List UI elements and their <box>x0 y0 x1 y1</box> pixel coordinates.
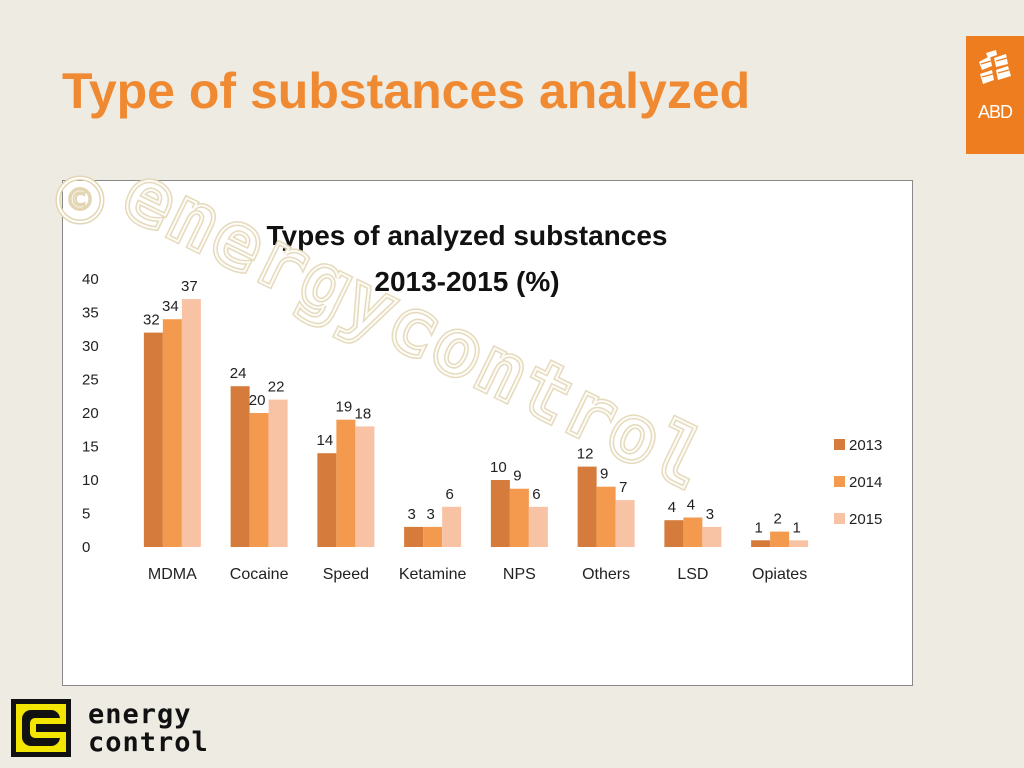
bar-2014 <box>770 531 790 547</box>
bar-2015 <box>181 299 201 547</box>
bar-2014 <box>336 419 356 547</box>
bar-2014 <box>596 486 616 547</box>
bar-2013 <box>577 466 597 547</box>
bar-2015 <box>442 506 462 547</box>
legend-label: 2015 <box>849 511 882 528</box>
data-label: 3 <box>426 506 434 523</box>
legend-label: 2013 <box>849 437 882 454</box>
data-label: 12 <box>577 446 594 463</box>
bar-2013 <box>664 520 684 547</box>
y-tick-label: 25 <box>82 372 99 389</box>
abd-logo-icon <box>979 50 1011 84</box>
x-tick-label: Speed <box>323 566 369 583</box>
bar-2014 <box>249 413 269 547</box>
bar-2014 <box>423 526 443 547</box>
y-tick-label: 15 <box>82 439 99 456</box>
bar-2014 <box>509 488 529 547</box>
data-label: 4 <box>668 499 676 516</box>
data-label: 34 <box>162 298 179 315</box>
data-label: 20 <box>249 392 266 409</box>
energy-control-logo: energy control <box>10 696 260 762</box>
y-tick-label: 35 <box>82 305 99 322</box>
data-label: 1 <box>792 519 800 536</box>
chart-subtitle: 2013-2015 (%) <box>374 266 559 297</box>
y-tick-label: 5 <box>82 506 90 523</box>
bar-2013 <box>404 526 424 547</box>
bar-2015 <box>702 526 722 547</box>
bar-chart: Types of analyzed substances 2013-2015 (%… <box>82 220 882 583</box>
x-tick-label: Others <box>582 566 630 583</box>
y-tick-label: 30 <box>82 338 99 355</box>
legend-swatch <box>834 513 845 524</box>
data-label: 9 <box>600 466 608 483</box>
bar-2015 <box>615 500 635 547</box>
data-label: 22 <box>268 379 285 396</box>
bar-2015 <box>268 399 288 547</box>
y-tick-label: 10 <box>82 472 99 489</box>
legend-label: 2014 <box>849 474 882 491</box>
y-tick-label: 0 <box>82 539 90 556</box>
bar-2013 <box>143 332 163 547</box>
data-label: 32 <box>143 312 160 329</box>
data-label: 7 <box>619 479 627 496</box>
x-tick-label: MDMA <box>148 566 197 583</box>
y-tick-label: 40 <box>82 271 99 288</box>
data-label: 10 <box>490 459 507 476</box>
data-label: 4 <box>687 497 695 514</box>
slide-title: Type of substances analyzed <box>62 63 751 119</box>
chart-frame: Types of analyzed substances 2013-2015 (%… <box>62 180 913 686</box>
bar-2015 <box>528 506 548 547</box>
energy-control-wordmark: energy control <box>88 701 209 757</box>
bar-2013 <box>751 540 771 547</box>
x-tick-label: Cocaine <box>230 566 289 583</box>
data-label: 19 <box>336 399 353 416</box>
x-tick-label: Opiates <box>752 566 807 583</box>
bar-2013 <box>230 386 250 547</box>
x-tick-label: NPS <box>503 566 536 583</box>
legend-swatch <box>834 439 845 450</box>
bar-2013 <box>490 480 510 547</box>
legend-swatch <box>834 476 845 487</box>
x-tick-label: LSD <box>677 566 708 583</box>
data-label: 1 <box>754 519 762 536</box>
energy-control-logo-icon <box>11 699 71 757</box>
data-label: 3 <box>706 506 714 523</box>
data-label: 9 <box>513 468 521 485</box>
bar-2015 <box>789 540 809 547</box>
abd-badge: ABD <box>966 36 1024 154</box>
data-label: 2 <box>773 511 781 528</box>
abd-badge-label: ABD <box>977 102 1013 122</box>
bar-2013 <box>317 453 337 547</box>
bar-2014 <box>683 517 703 547</box>
data-label: 6 <box>532 486 540 503</box>
data-label: 37 <box>181 278 198 295</box>
y-tick-label: 20 <box>82 405 99 422</box>
data-label: 14 <box>317 432 334 449</box>
data-label: 24 <box>230 365 247 382</box>
data-label: 18 <box>355 405 372 422</box>
bar-2015 <box>355 426 375 547</box>
data-label: 3 <box>407 506 415 523</box>
logo-line-2: control <box>88 727 209 758</box>
chart-title: Types of analyzed substances <box>267 220 668 251</box>
bar-2014 <box>162 319 182 547</box>
logo-line-1: energy <box>88 699 192 730</box>
data-label: 6 <box>445 486 453 503</box>
x-tick-label: Ketamine <box>399 566 467 583</box>
